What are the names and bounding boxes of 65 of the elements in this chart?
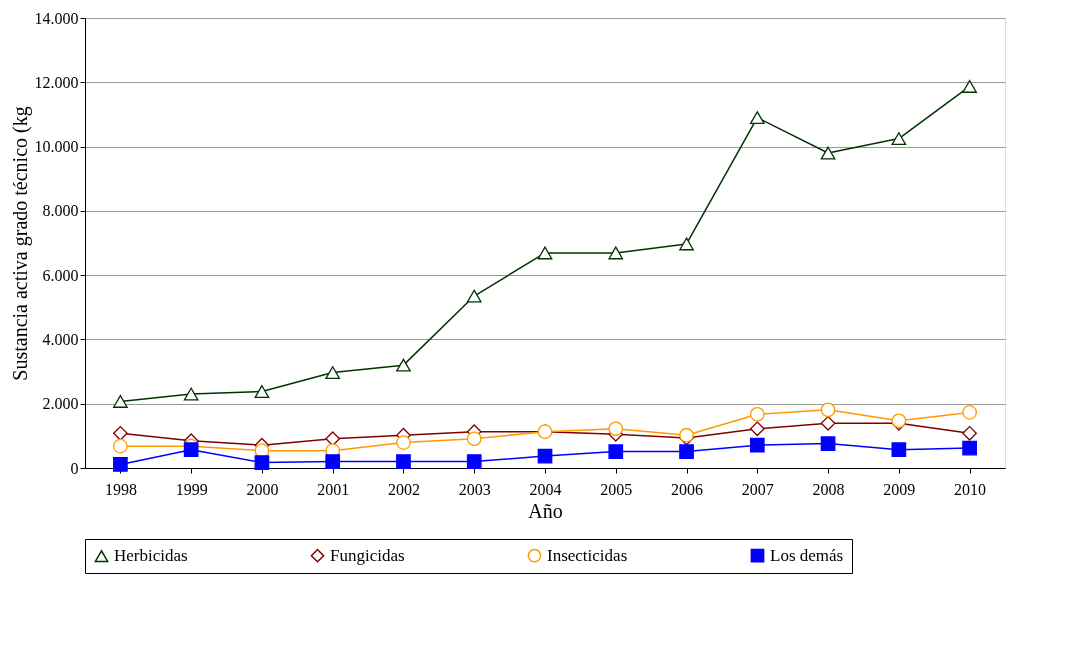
point	[113, 438, 128, 454]
point	[466, 289, 482, 303]
point	[962, 440, 977, 456]
y-axis-title: Sustancia activa grado técnico (kg	[8, 106, 32, 381]
y-tick-label: 8.000	[42, 202, 79, 220]
point	[113, 395, 128, 408]
legend-label: Insecticidas	[547, 545, 628, 565]
legend-label: Los demás	[770, 545, 844, 565]
point	[962, 425, 977, 441]
point	[113, 457, 128, 472]
point	[254, 385, 270, 398]
x-tick-label: 1998	[104, 480, 137, 498]
point	[254, 455, 270, 470]
legend-label: Herbicidas	[114, 546, 188, 566]
x-tick-label: 2005	[600, 480, 633, 498]
x-tick-label: 2004	[529, 480, 562, 498]
x-tick-label: 2001	[317, 480, 350, 498]
y-tick-label: 14.000	[34, 9, 79, 27]
point	[749, 406, 765, 422]
point	[962, 80, 977, 93]
x-tick-label: 2010	[954, 480, 987, 498]
point	[749, 437, 765, 453]
point	[325, 431, 341, 447]
y-tick-label: 12.000	[34, 73, 79, 91]
point	[891, 132, 907, 145]
point	[396, 454, 411, 469]
point	[608, 444, 624, 459]
point	[183, 442, 199, 458]
x-tick-label: 2003	[458, 480, 491, 498]
point	[537, 246, 553, 260]
x-tick-label: 2009	[883, 480, 916, 498]
point	[537, 448, 553, 464]
x-axis-title: Año	[528, 499, 563, 522]
point	[749, 421, 765, 437]
point	[396, 358, 411, 372]
y-tick-label: 4.000	[42, 330, 79, 348]
point	[891, 442, 907, 458]
point	[962, 405, 977, 420]
point	[113, 425, 128, 441]
y-tick-label: 2.000	[42, 395, 79, 413]
point	[820, 146, 836, 160]
point	[820, 436, 836, 451]
point	[679, 444, 694, 459]
x-tick-label: 2002	[387, 480, 420, 498]
x-tick-label: 2008	[812, 480, 845, 498]
x-tick-label: 2007	[741, 480, 774, 498]
point	[679, 237, 694, 251]
legend-label: Fungicidas	[330, 545, 405, 565]
point	[466, 431, 482, 447]
point	[749, 111, 765, 125]
y-tick-label: 0	[70, 459, 79, 477]
x-tick-label: 1999	[175, 480, 208, 498]
point	[183, 387, 199, 401]
point	[396, 435, 411, 450]
y-tick-label: 6.000	[42, 266, 79, 284]
point	[820, 415, 836, 431]
point	[466, 454, 482, 469]
point	[820, 402, 836, 418]
point	[325, 454, 341, 469]
point	[608, 246, 624, 260]
point	[608, 421, 624, 437]
point	[325, 366, 341, 379]
x-tick-label: 2000	[246, 480, 279, 498]
x-tick-label: 2006	[671, 480, 704, 498]
y-tick-label: 10.000	[34, 138, 79, 156]
